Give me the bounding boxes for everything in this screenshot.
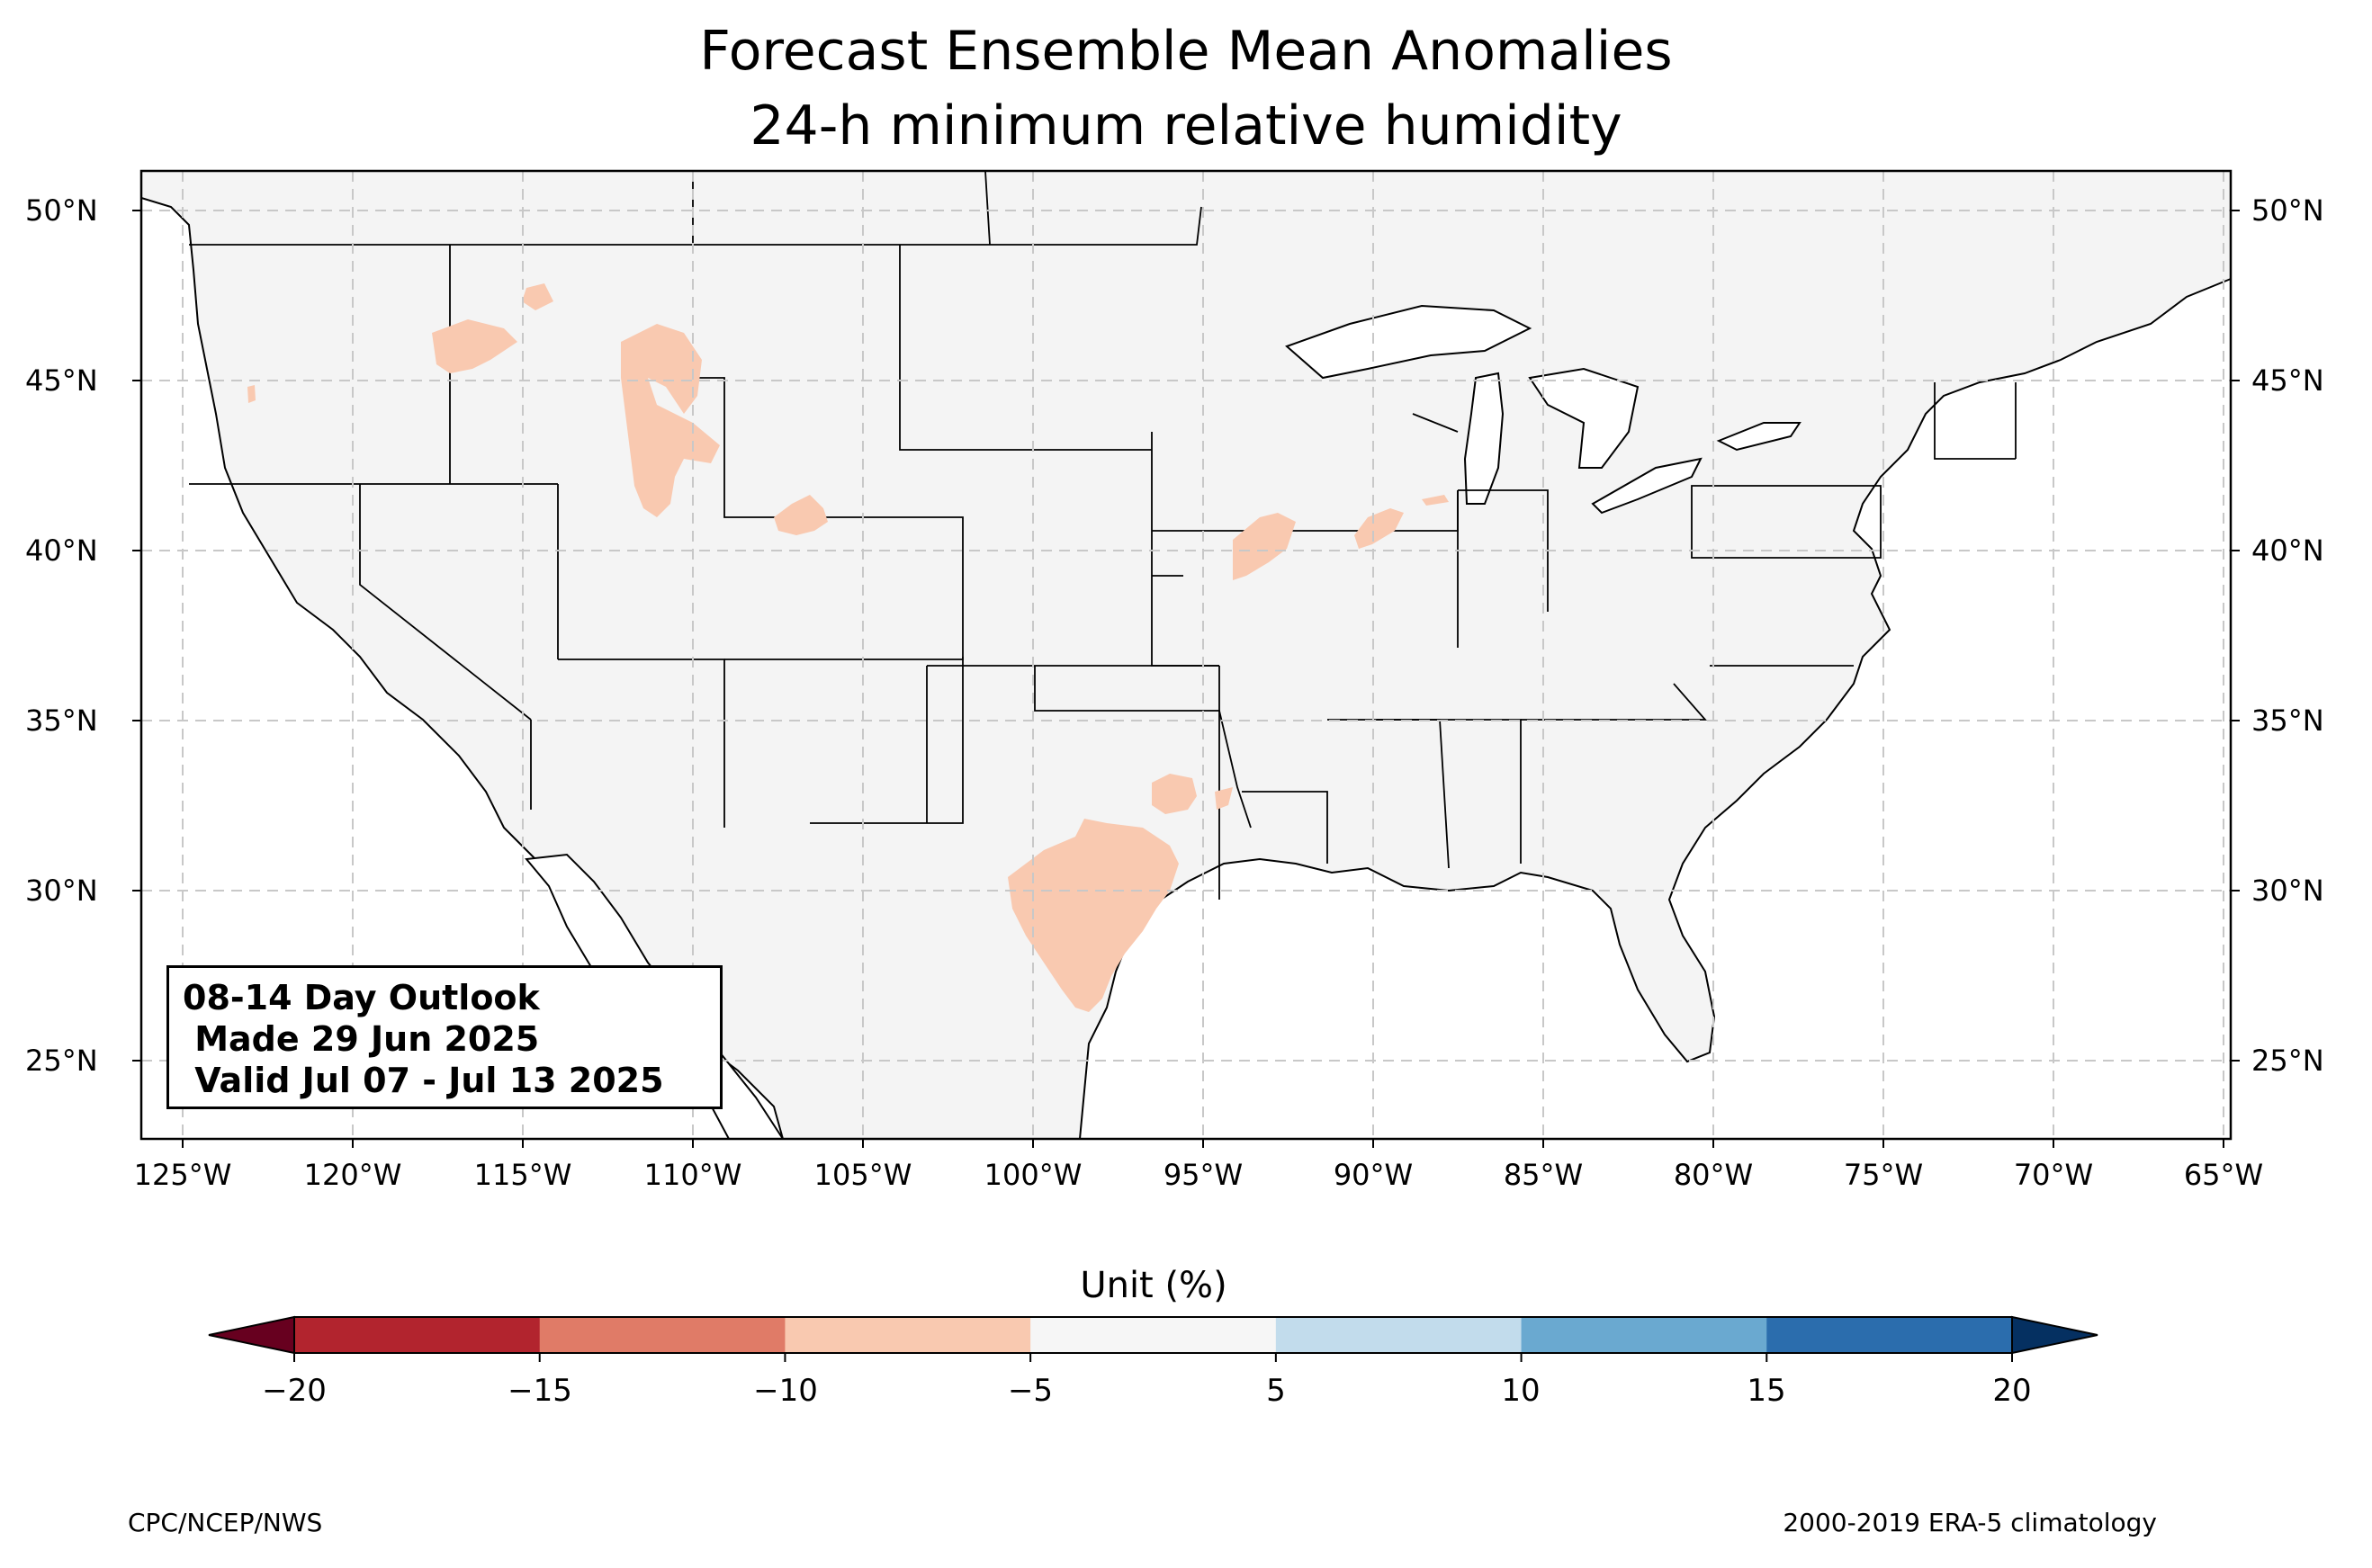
lon-tick-label: 120°W — [303, 1158, 402, 1192]
anomaly-patch-texas — [1008, 819, 1179, 1012]
outlook-period: 08-14 Day Outlook — [183, 978, 540, 1017]
lat-tick-label-left: 25°N — [25, 1044, 98, 1078]
lon-tick-label: 105°W — [813, 1158, 912, 1192]
anomaly-patch-oregon — [247, 385, 256, 403]
outlook-info-box: 08-14 Day Outlook Made 29 Jun 2025 Valid… — [166, 965, 723, 1109]
lon-tick-label: 90°W — [1333, 1158, 1414, 1192]
anomaly-patch-montana-small — [522, 283, 553, 310]
lake-huron — [1528, 367, 1640, 469]
anomaly-patch-texas-tiny — [1215, 787, 1233, 810]
footer-source: CPC/NCEP/NWS — [128, 1508, 323, 1537]
chart-title-line2: 24-h minimum relative humidity — [750, 94, 1622, 157]
anomaly-patch-texas-small — [1152, 774, 1197, 814]
outlook-valid-range: Valid Jul 07 - Jul 13 2025 — [183, 1061, 664, 1100]
lake-michigan — [1463, 372, 1505, 505]
footer-climatology: 2000-2019 ERA-5 climatology — [1783, 1508, 2157, 1537]
colorbar-tick-label: 20 — [1992, 1373, 2032, 1409]
lat-tick-label-left: 40°N — [25, 533, 98, 568]
lat-tick-label-left: 50°N — [25, 193, 98, 228]
lat-tick-label-right: 45°N — [2251, 363, 2324, 398]
anomaly-patch-wyoming — [621, 324, 720, 517]
gridlines — [141, 171, 2231, 1139]
lake-erie — [1591, 457, 1703, 515]
lon-tick-label: 75°W — [1843, 1158, 1924, 1192]
lon-tick-label: 125°W — [133, 1158, 232, 1192]
colorbar-tick-label: −5 — [1007, 1373, 1054, 1409]
chart-title-line1: Forecast Ensemble Mean Anomalies — [699, 20, 1673, 83]
colorbar-tick-label: −15 — [508, 1373, 572, 1409]
lon-tick-label: 65°W — [2183, 1158, 2264, 1192]
lat-tick-label-left: 30°N — [25, 874, 98, 908]
lat-tick-label-left: 45°N — [25, 363, 98, 398]
anomaly-patch-illinois — [1354, 508, 1404, 549]
anomaly-patch-colorado — [774, 495, 828, 535]
lake-superior — [1285, 304, 1532, 380]
anomaly-patch-illinois-small — [1422, 495, 1449, 506]
lon-tick-label: 115°W — [473, 1158, 572, 1192]
anomaly-patch-idaho — [432, 319, 517, 373]
colorbar-tick-label: −10 — [753, 1373, 818, 1409]
colorbar-tick-label: 5 — [1266, 1373, 1286, 1409]
lake-ontario — [1716, 422, 1801, 452]
lon-tick-label: 80°W — [1673, 1158, 1754, 1192]
lat-tick-label-right: 35°N — [2251, 703, 2324, 738]
colorbar-tick-label: 10 — [1501, 1373, 1541, 1409]
lon-tick-label: 85°W — [1503, 1158, 1584, 1192]
lon-tick-label: 95°W — [1163, 1158, 1244, 1192]
map-frame — [139, 169, 2233, 1141]
outlook-made-date: Made 29 Jun 2025 — [183, 1019, 540, 1059]
lon-tick-label: 70°W — [2013, 1158, 2094, 1192]
colorbar-label: Unit (%) — [1080, 1265, 1227, 1306]
lat-tick-label-right: 30°N — [2251, 874, 2324, 908]
lon-tick-label: 110°W — [643, 1158, 742, 1192]
lat-tick-label-right: 40°N — [2251, 533, 2324, 568]
tick-marks — [132, 210, 2240, 1148]
colorbar-tick-label: 15 — [1747, 1373, 1786, 1409]
state-borders — [189, 170, 2017, 900]
lat-tick-label-right: 50°N — [2251, 193, 2324, 228]
lat-tick-label-left: 35°N — [25, 703, 98, 738]
anomaly-patch-iowa — [1233, 513, 1296, 580]
anomaly-patches — [247, 283, 1449, 1012]
lon-tick-label: 100°W — [984, 1158, 1083, 1192]
colorbar-tick-label: −20 — [262, 1373, 327, 1409]
lat-tick-label-right: 25°N — [2251, 1044, 2324, 1078]
